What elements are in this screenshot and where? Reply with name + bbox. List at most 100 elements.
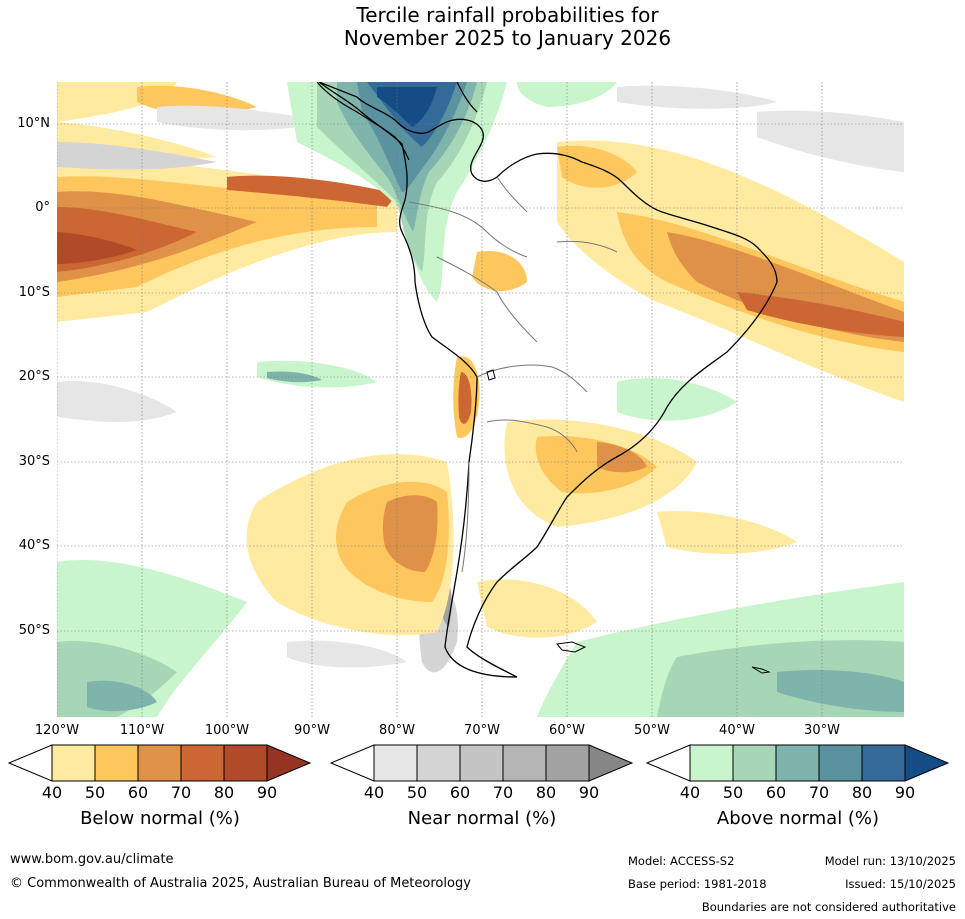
colorbar-below-title: Below normal (%) [80,808,240,829]
below-normal-region [458,372,472,424]
colorbar-tick: 80 [851,783,873,802]
colorbar-above [646,744,950,782]
lat-label: 10°N [17,116,50,131]
below-normal-region [477,579,597,638]
colorbar-near-title: Near normal (%) [407,808,557,829]
map-title: Tercile rainfall probabilities for Novem… [0,4,965,50]
copyright-text: © Commonwealth of Australia 2025, Austra… [10,876,471,891]
issued-date: Issued: 15/10/2025 [845,877,956,891]
colorbar-above-swatch [861,744,906,782]
colorbar-tick: 60 [449,783,471,802]
near-normal-region [57,142,217,170]
colorbar-tick: 50 [84,783,106,802]
lake-titicaca [486,369,496,381]
south-georgia [751,666,771,674]
website-link[interactable]: www.bom.gov.au/climate [10,852,174,867]
above-normal-region [267,371,322,383]
lat-label: 0° [35,200,50,215]
lon-label: 60°W [549,723,585,738]
below-normal-region [57,232,137,264]
lon-label: 80°W [379,723,415,738]
lon-label: 40°W [719,723,755,738]
colorbar-below-white-end [8,744,53,782]
colorbar-tick: 70 [492,783,514,802]
colorbar-below-swatch [137,744,182,782]
near-normal-region [57,381,177,422]
lat-label: 50°S [18,623,50,638]
forecast-map [57,82,904,717]
above-normal-region [87,680,157,712]
colorbar-near-swatch [416,744,461,782]
colorbar-tick: 50 [722,783,744,802]
lon-label: 100°W [204,723,250,738]
above-normal-region [517,82,617,107]
colorbar-below-swatch [266,744,312,782]
colorbar-tick: 60 [765,783,787,802]
below-normal-region [597,442,647,473]
colorbar-tick: 70 [808,783,830,802]
colorbar-above-white-end [646,744,691,782]
below-normal-region [737,292,904,337]
colorbar-tick: 90 [256,783,278,802]
lon-label: 30°W [804,723,840,738]
lon-label: 110°W [119,723,165,738]
lon-label: 120°W [34,723,80,738]
model-name: Model: ACCESS-S2 [628,854,735,868]
colorbar-below-swatch [223,744,268,782]
colorbar-above-swatch [818,744,863,782]
colorbar-tick: 40 [363,783,385,802]
colorbar-near-white-end [330,744,375,782]
lon-label: 50°W [634,723,670,738]
below-normal-region [657,511,797,554]
map-canvas [57,82,904,717]
colorbar-tick: 90 [578,783,600,802]
colorbar-near [330,744,634,782]
below-normal-region [382,495,438,572]
near-normal-region [617,85,777,109]
graticule [57,82,904,717]
lon-label: 90°W [294,723,330,738]
colorbar-above-swatch [689,744,734,782]
country-borders [408,176,618,573]
colorbar-tick: 40 [679,783,701,802]
colorbar-tick: 80 [535,783,557,802]
colorbar-above-title: Above normal (%) [716,808,880,829]
colorbar-near-swatch [373,744,418,782]
lat-label: 10°S [18,285,50,300]
colorbar-above-swatch [904,744,950,782]
near-normal-region [287,640,407,668]
lon-label: 70°W [464,723,500,738]
colorbar-below-swatch [180,744,225,782]
colorbar-near-swatch [459,744,504,782]
model-run: Model run: 13/10/2025 [824,854,956,868]
base-period: Base period: 1981-2018 [628,877,767,891]
title-line-1: Tercile rainfall probabilities for [356,3,659,27]
lat-label: 20°S [18,369,50,384]
colorbar-above-swatch [775,744,820,782]
below-normal-region [472,251,527,292]
colorbar-tick: 80 [213,783,235,802]
central-america-coastline [316,82,478,161]
colorbar-near-swatch [588,744,634,782]
falkland-islands [556,641,587,653]
lat-label: 30°S [18,454,50,469]
colorbar-tick: 60 [127,783,149,802]
boundary-disclaimer: Boundaries are not considered authoritat… [701,900,956,914]
colorbar-near-swatch [502,744,547,782]
above-normal-region [617,378,737,421]
near-normal-region [757,110,904,172]
colorbar-tick: 40 [41,783,63,802]
colorbar-tick: 50 [406,783,428,802]
above-normal-region [377,87,437,127]
colorbar-tick: 90 [894,783,916,802]
colorbar-below [8,744,312,782]
title-line-2: November 2025 to January 2026 [343,26,672,50]
colorbar-below-swatch [51,744,96,782]
colorbar-above-swatch [732,744,777,782]
lat-label: 40°S [18,538,50,553]
colorbar-below-swatch [94,744,139,782]
colorbar-tick: 70 [170,783,192,802]
south-america-coastline [318,82,778,678]
above-normal-region [777,670,904,712]
colorbar-near-swatch [545,744,590,782]
